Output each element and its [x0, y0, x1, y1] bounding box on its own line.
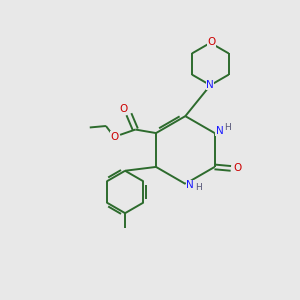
Text: N: N: [206, 80, 214, 90]
Text: H: H: [224, 123, 231, 132]
Text: O: O: [233, 164, 242, 173]
Text: O: O: [110, 132, 118, 142]
Text: O: O: [119, 104, 128, 114]
Text: O: O: [207, 37, 215, 47]
Text: H: H: [195, 184, 202, 193]
Text: N: N: [216, 126, 224, 136]
Text: N: N: [187, 180, 194, 190]
